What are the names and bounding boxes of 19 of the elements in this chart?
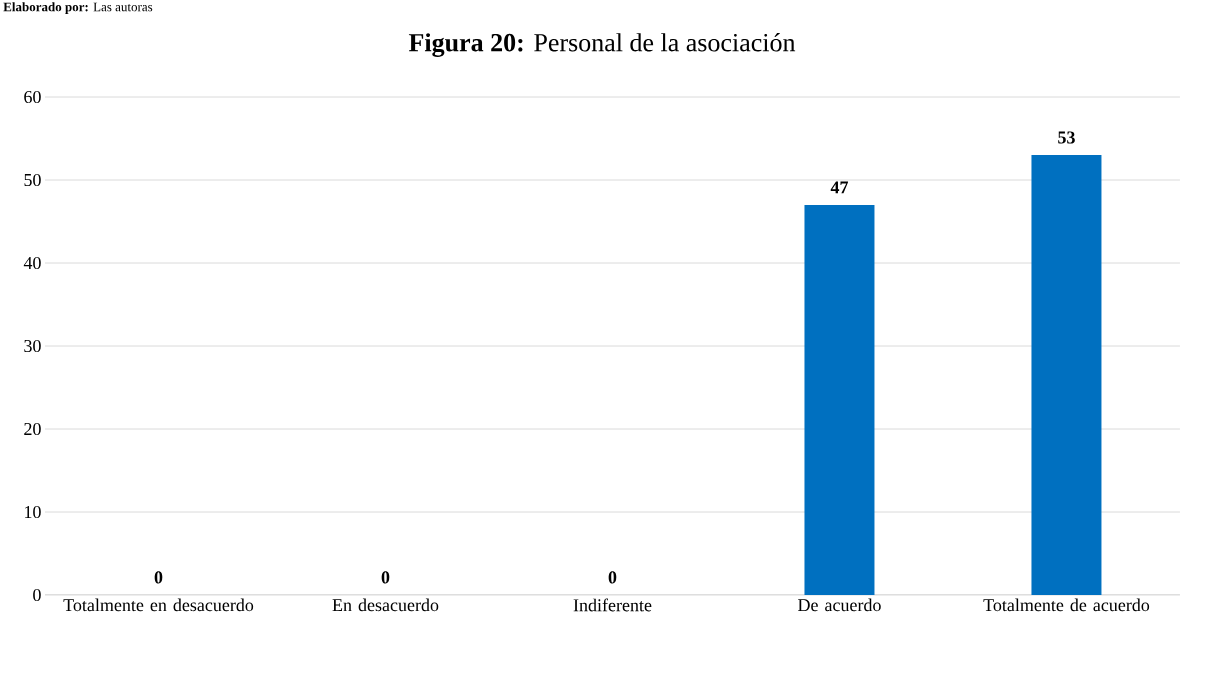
- x-tick-label: Indiferente: [573, 598, 652, 612]
- x-tick-label: Totalmente en desacuerdo: [63, 598, 254, 612]
- y-tick-label: 0: [33, 588, 41, 602]
- data-label: 0: [381, 571, 390, 584]
- data-label: 53: [1058, 131, 1075, 144]
- data-label: 0: [154, 571, 163, 584]
- data-label: 47: [830, 181, 849, 194]
- y-tick-label: 10: [25, 505, 41, 519]
- y-tick-label: 20: [24, 422, 41, 436]
- x-tick-label: De acuerdo: [798, 598, 881, 612]
- data-label: 0: [608, 571, 617, 584]
- text: Elaborado por: Las autoras: [3, 2, 153, 14]
- y-tick-label: 30: [24, 339, 41, 353]
- chart-title: Figura 20: Personal de la asociación: [408, 33, 796, 57]
- y-tick-label: 40: [23, 256, 41, 270]
- x-tick-label: Totalmente de acuerdo: [983, 598, 1150, 612]
- x-tick-label: En desacuerdo: [332, 598, 439, 612]
- y-tick-label: 60: [24, 90, 41, 104]
- y-tick-label: 50: [24, 173, 41, 187]
